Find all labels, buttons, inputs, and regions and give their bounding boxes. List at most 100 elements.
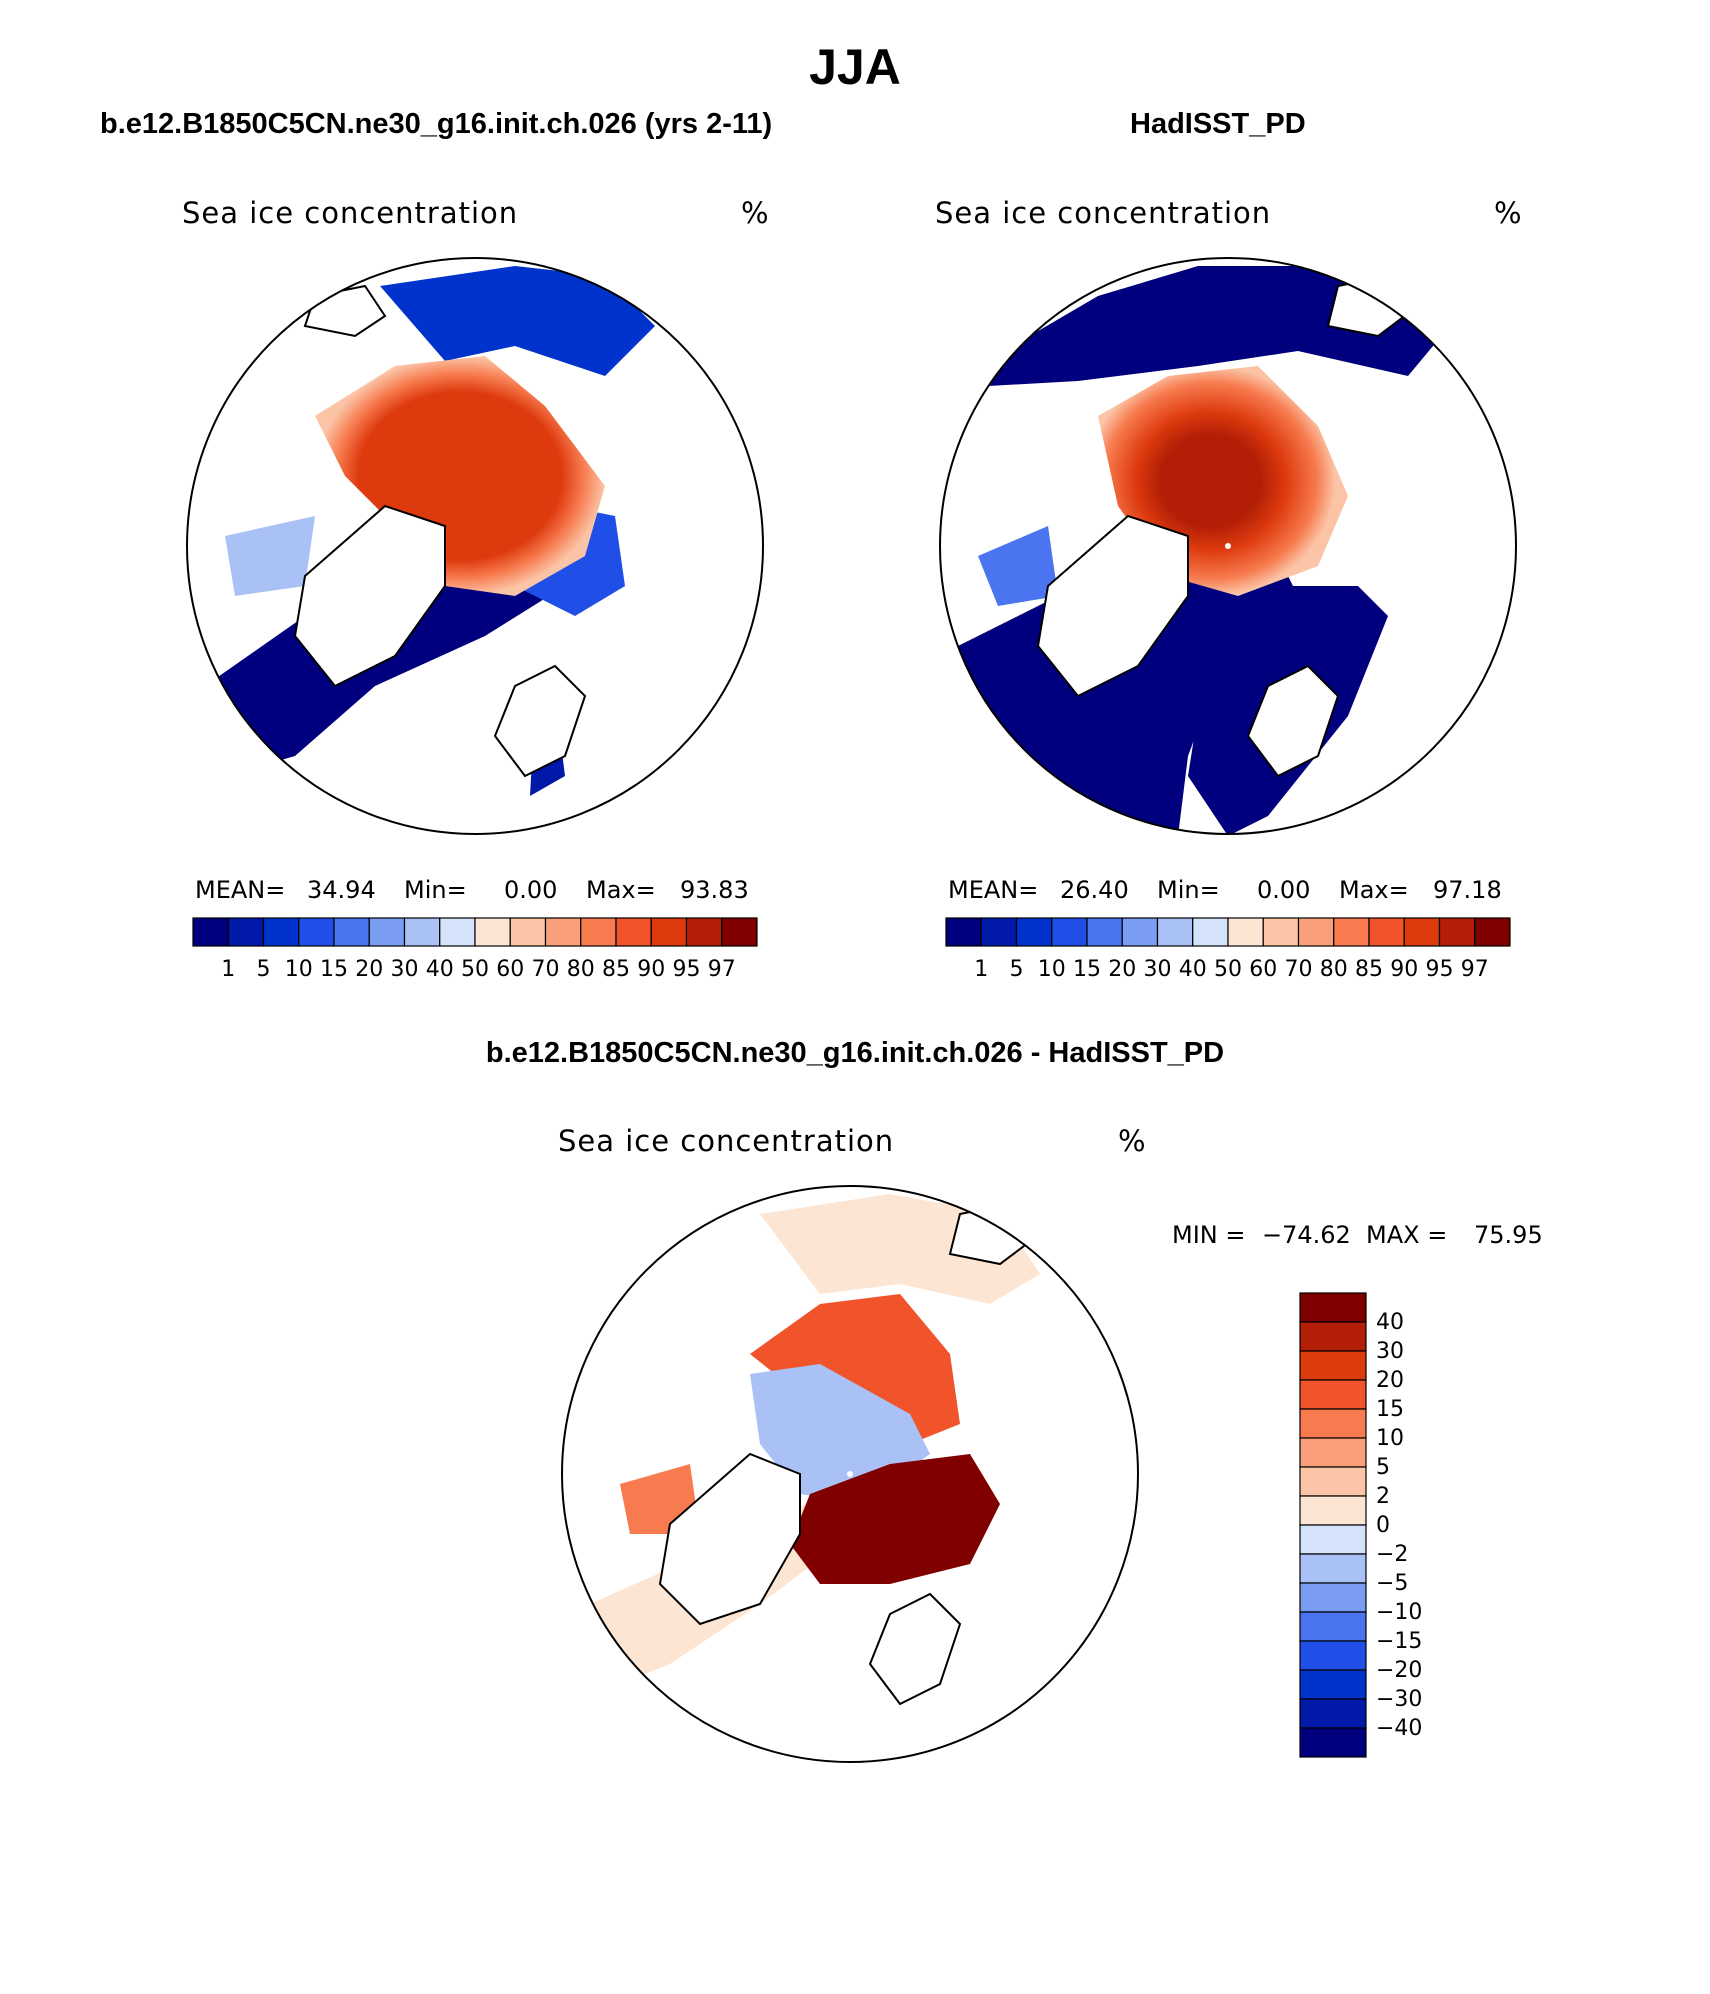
model-central-ice bbox=[315, 356, 605, 596]
model-units-label: % bbox=[741, 196, 770, 230]
model-variable-label: Sea ice concentration bbox=[182, 196, 519, 230]
diff-map-border bbox=[561, 1185, 1139, 1763]
diff-east-siberian-pos bbox=[750, 1294, 960, 1444]
model-colorbar-box bbox=[227, 917, 265, 947]
obs-colorbar-label: 20 bbox=[1108, 957, 1136, 982]
diff-colorbar-box bbox=[1299, 1669, 1367, 1700]
diff-units-label: % bbox=[1118, 1124, 1147, 1158]
model-colorbar-box bbox=[439, 917, 476, 947]
diff-colorbar-label: 0 bbox=[1376, 1513, 1390, 1538]
model-max-label: Max= bbox=[586, 876, 656, 904]
obs-colorbar-label: 95 bbox=[1426, 957, 1454, 982]
diff-variable-label: Sea ice concentration bbox=[558, 1124, 895, 1158]
model-colorbar-box bbox=[192, 917, 229, 947]
model-max-value: 93.83 bbox=[680, 876, 749, 904]
obs-colorbar-box bbox=[1262, 917, 1300, 947]
diff-min-label: MIN = bbox=[1172, 1221, 1246, 1249]
obs-mean-label: MEAN= bbox=[948, 876, 1039, 904]
model-mean-label: MEAN= bbox=[195, 876, 286, 904]
obs-colorbar-label: 10 bbox=[1038, 957, 1066, 982]
model-colorbar-box bbox=[368, 917, 406, 947]
diff-colorbar-label: −2 bbox=[1376, 1542, 1408, 1567]
obs-scandinavia bbox=[1246, 664, 1340, 778]
obs-colorbar-label: 40 bbox=[1179, 957, 1207, 982]
obs-panel-title: HadISST_PD bbox=[1130, 108, 1306, 140]
model-colorbar-label: 90 bbox=[637, 957, 665, 982]
obs-min-label: Min= bbox=[1157, 876, 1220, 904]
diff-colorbar-label: −5 bbox=[1376, 1571, 1408, 1596]
model-colorbar-box bbox=[298, 917, 335, 947]
obs-max-value: 97.18 bbox=[1433, 876, 1502, 904]
obs-pole-marker bbox=[1225, 543, 1231, 549]
diff-colorbar-box bbox=[1299, 1292, 1367, 1323]
model-colorbar: 1 5 10 15 20 30 40 50 60 70 80 85 90 95 97 bbox=[192, 917, 758, 982]
obs-colorbar-label: 30 bbox=[1144, 957, 1172, 982]
diff-colorbar-box bbox=[1299, 1408, 1367, 1439]
model-greenland bbox=[293, 504, 446, 688]
model-colorbar-box bbox=[721, 917, 758, 947]
obs-colorbar-box bbox=[1368, 917, 1405, 947]
obs-colorbar-label: 60 bbox=[1249, 957, 1277, 982]
diff-colorbar-box bbox=[1299, 1640, 1367, 1671]
diff-colorbar-box bbox=[1299, 1698, 1367, 1729]
model-pacific-ice bbox=[380, 266, 655, 376]
model-atlantic-ice bbox=[205, 556, 565, 776]
figure-title: JJA bbox=[809, 39, 901, 95]
model-colorbar-label: 15 bbox=[320, 957, 348, 982]
model-colorbar-box bbox=[262, 917, 300, 947]
diff-colorbar-box bbox=[1299, 1727, 1367, 1758]
obs-variable-label: Sea ice concentration bbox=[935, 196, 1272, 230]
diff-min-value: −74.62 bbox=[1262, 1221, 1351, 1249]
obs-colorbar-box bbox=[1438, 917, 1476, 947]
obs-colorbar-label: 1 bbox=[974, 957, 988, 982]
diff-colorbar-label: 20 bbox=[1376, 1368, 1404, 1393]
diff-greenland bbox=[658, 1452, 801, 1626]
obs-colorbar-label: 5 bbox=[1010, 957, 1024, 982]
diff-colorbar-box bbox=[1299, 1321, 1367, 1352]
diff-colorbar-box bbox=[1299, 1379, 1367, 1410]
obs-colorbar-box bbox=[1333, 917, 1370, 947]
diff-colorbar-box bbox=[1299, 1466, 1367, 1497]
diff-colorbar-box bbox=[1299, 1350, 1367, 1381]
obs-colorbar-box bbox=[1297, 917, 1335, 947]
obs-colorbar-box bbox=[980, 917, 1018, 947]
model-scandinavia bbox=[493, 664, 587, 778]
obs-max-label: Max= bbox=[1339, 876, 1409, 904]
diff-pole-marker bbox=[847, 1471, 853, 1477]
obs-colorbar-label: 97 bbox=[1461, 957, 1489, 982]
diff-colorbar-box bbox=[1299, 1611, 1367, 1642]
obs-map-border bbox=[939, 257, 1517, 835]
model-colorbar-box bbox=[650, 917, 688, 947]
obs-units-label: % bbox=[1494, 196, 1523, 230]
diff-colorbar-box bbox=[1299, 1582, 1367, 1613]
model-panel-title: b.e12.B1850C5CN.ne30_g16.init.ch.026 (yr… bbox=[100, 108, 773, 140]
obs-baffin-ice bbox=[978, 526, 1058, 606]
model-colorbar-label: 85 bbox=[602, 957, 630, 982]
diff-scandinavia bbox=[868, 1592, 962, 1706]
model-colorbar-box bbox=[544, 917, 582, 947]
obs-colorbar-box bbox=[945, 917, 982, 947]
obs-colorbar-label: 85 bbox=[1355, 957, 1383, 982]
model-colorbar-label: 30 bbox=[391, 957, 419, 982]
obs-colorbar-box bbox=[1192, 917, 1229, 947]
diff-colorbar-label: 15 bbox=[1376, 1397, 1404, 1422]
obs-greenland bbox=[1036, 514, 1189, 698]
model-colorbar-label: 1 bbox=[221, 957, 235, 982]
model-colorbar-box bbox=[580, 917, 617, 947]
diff-colorbar-box bbox=[1299, 1495, 1367, 1526]
model-colorbar-label: 5 bbox=[257, 957, 271, 982]
obs-min-value: 0.00 bbox=[1257, 876, 1311, 904]
model-colorbar-label: 10 bbox=[285, 957, 313, 982]
obs-colorbar-label: 15 bbox=[1073, 957, 1101, 982]
obs-colorbar-box bbox=[1121, 917, 1159, 947]
model-colorbar-box bbox=[333, 917, 370, 947]
diff-colorbar-label: −30 bbox=[1376, 1687, 1422, 1712]
obs-colorbar-box bbox=[1156, 917, 1194, 947]
model-colorbar-box bbox=[685, 917, 723, 947]
diff-colorbar-box bbox=[1299, 1553, 1367, 1584]
obs-polar-map bbox=[939, 257, 1517, 835]
model-colorbar-label: 97 bbox=[708, 957, 736, 982]
diff-colorbar-label: −15 bbox=[1376, 1629, 1422, 1654]
diff-colorbar-box bbox=[1299, 1437, 1367, 1468]
